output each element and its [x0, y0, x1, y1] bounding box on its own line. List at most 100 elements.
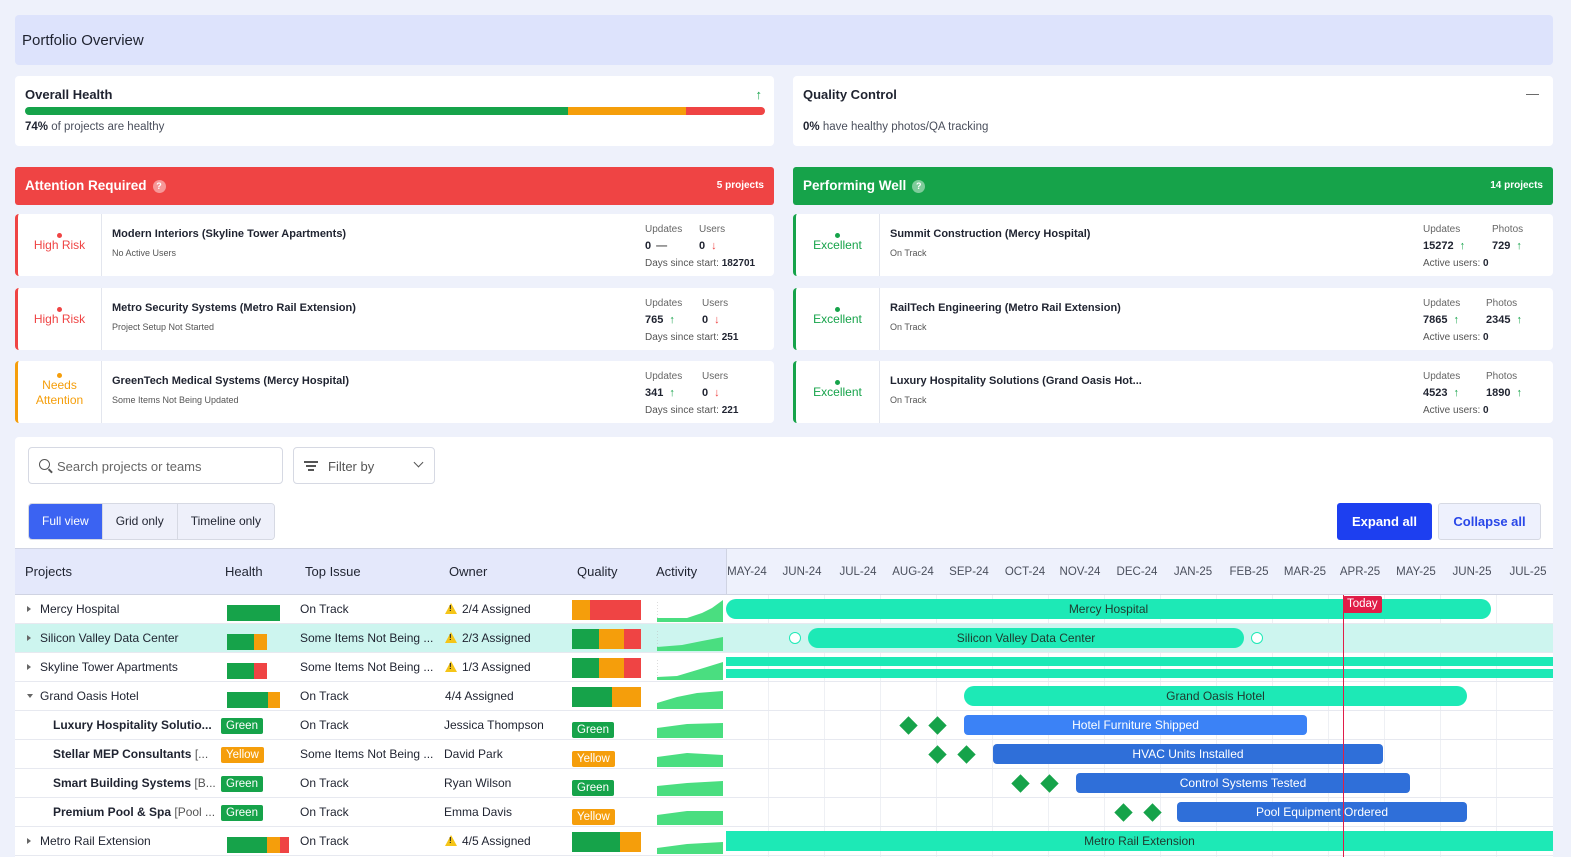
tab-timeline-only[interactable]: Timeline only — [177, 504, 274, 539]
quality-bar — [572, 687, 641, 707]
project-name[interactable]: Luxury Hospitality Solutions (Grand Oasi… — [890, 375, 1142, 387]
expand-toggle-icon[interactable] — [27, 664, 31, 670]
health-badge: Green — [221, 805, 263, 821]
quality-badge: Yellow — [572, 751, 615, 767]
month-label: DEC-24 — [1116, 566, 1158, 578]
timeline-bar[interactable]: Silicon Valley Data Center — [808, 628, 1244, 648]
timeline-bar[interactable]: Control Systems Tested — [1076, 773, 1410, 793]
expand-toggle-icon[interactable] — [27, 606, 31, 612]
status-badge: High Risk — [18, 214, 102, 276]
help-icon[interactable]: ? — [152, 180, 166, 193]
timeline-bar[interactable] — [726, 669, 1553, 678]
milestone-diamond[interactable] — [899, 716, 918, 735]
milestone-diamond[interactable] — [928, 745, 947, 764]
table-row[interactable]: Metro Rail Extension On Track 4/5 Assign… — [15, 827, 1553, 856]
table-row[interactable]: Luxury Hospitality Solutio... Green On T… — [15, 711, 1553, 740]
project-name[interactable]: GreenTech Medical Systems (Mercy Hospita… — [112, 375, 349, 387]
top-issue: Some Items Not Being ... — [300, 747, 434, 761]
attention-card[interactable]: Needs Attention GreenTech Medical System… — [15, 361, 774, 423]
timeline-bar[interactable] — [726, 657, 1553, 666]
month-label: JUL-24 — [839, 566, 877, 578]
expand-toggle-icon[interactable] — [27, 635, 31, 641]
project-name[interactable]: Metro Security Systems (Metro Rail Exten… — [112, 302, 356, 314]
active-users: Active users: 0 — [1423, 332, 1489, 343]
milestone-circle[interactable] — [789, 632, 801, 644]
table-row[interactable]: Premium Pool & Spa [Pool ... Green On Tr… — [15, 798, 1553, 827]
table-row[interactable]: Stellar MEP Consultants [... Yellow Some… — [15, 740, 1553, 769]
help-icon[interactable]: ? — [912, 180, 926, 193]
project-name[interactable]: Skyline Tower Apartments — [40, 660, 178, 674]
month-label: AUG-24 — [892, 566, 934, 578]
collapse-toggle-icon[interactable] — [27, 694, 33, 698]
filter-icon — [304, 461, 318, 471]
milestone-diamond[interactable] — [1040, 774, 1059, 793]
team-name[interactable]: Stellar MEP Consultants [... — [53, 747, 209, 761]
attention-card[interactable]: High Risk Metro Security Systems (Metro … — [15, 288, 774, 350]
column-header-top-issue[interactable]: Top Issue — [305, 564, 361, 579]
performing-card[interactable]: Excellent Luxury Hospitality Solutions (… — [793, 361, 1553, 423]
updates-value: 4523 ↑ — [1423, 387, 1459, 399]
activity-sparkline — [657, 631, 723, 651]
performing-card[interactable]: Excellent Summit Construction (Mercy Hos… — [793, 214, 1553, 276]
activity-sparkline — [657, 660, 723, 680]
table-row[interactable]: Grand Oasis Hotel On Track 4/4 Assigned … — [15, 682, 1553, 711]
arrow-up-icon: ↑ — [669, 387, 675, 399]
project-note: Some Items Not Being Updated — [112, 395, 239, 405]
column-header-quality[interactable]: Quality — [577, 564, 618, 579]
column-header-activity[interactable]: Activity — [656, 564, 698, 579]
timeline-bar[interactable]: Pool Equipment Ordered — [1177, 802, 1467, 822]
project-name[interactable]: RailTech Engineering (Metro Rail Extensi… — [890, 302, 1121, 314]
team-name[interactable]: Luxury Hospitality Solutio... — [53, 718, 212, 732]
project-name[interactable]: Summit Construction (Mercy Hospital) — [890, 228, 1091, 240]
tab-full-view[interactable]: Full view — [29, 504, 103, 539]
updates-value: 0— — [645, 240, 668, 252]
timeline-bar[interactable]: HVAC Units Installed — [993, 744, 1383, 764]
activity-sparkline — [657, 781, 723, 796]
timeline-bar[interactable]: Grand Oasis Hotel — [964, 686, 1467, 706]
photos-value: 1890 ↑ — [1486, 387, 1522, 399]
table-row[interactable]: Silicon Valley Data Center Some Items No… — [15, 624, 1553, 653]
expand-toggle-icon[interactable] — [27, 838, 31, 844]
column-header-health[interactable]: Health — [225, 564, 263, 579]
timeline-bar[interactable]: Mercy Hospital — [726, 599, 1491, 619]
milestone-diamond[interactable] — [1114, 803, 1133, 822]
project-name[interactable]: Metro Rail Extension — [40, 834, 151, 848]
milestone-diamond[interactable] — [1143, 803, 1162, 822]
tab-grid-only[interactable]: Grid only — [102, 504, 178, 539]
project-name[interactable]: Grand Oasis Hotel — [40, 689, 139, 703]
collapse-all-button[interactable]: Collapse all — [1438, 503, 1541, 540]
photos-label: Photos — [1486, 371, 1518, 382]
filter-label: Filter by — [328, 459, 375, 474]
search-input[interactable] — [57, 456, 277, 476]
timeline-bar[interactable]: Metro Rail Extension — [726, 831, 1553, 851]
project-name[interactable]: Mercy Hospital — [40, 602, 120, 616]
table-row[interactable]: Skyline Tower Apartments Some Items Not … — [15, 653, 1553, 682]
milestone-circle[interactable] — [1251, 632, 1263, 644]
milestone-diamond[interactable] — [957, 745, 976, 764]
attention-card[interactable]: High Risk Modern Interiors (Skyline Towe… — [15, 214, 774, 276]
milestone-diamond[interactable] — [1011, 774, 1030, 793]
column-header-owner[interactable]: Owner — [449, 564, 488, 579]
arrow-up-icon: ↑ — [1516, 240, 1522, 252]
status-badge: Needs Attention — [18, 361, 102, 423]
active-users: Active users: 0 — [1423, 258, 1489, 269]
table-row[interactable]: Smart Building Systems [B... Green On Tr… — [15, 769, 1553, 798]
timeline-bar[interactable]: Hotel Furniture Shipped — [964, 715, 1307, 735]
table-row[interactable]: Mercy Hospital On Track 2/4 Assigned Mer… — [15, 595, 1553, 624]
status-dot — [57, 373, 62, 378]
milestone-diamond[interactable] — [928, 716, 947, 735]
performing-well-banner: Performing Well? 14 projects — [793, 167, 1553, 205]
owner: 4/5 Assigned — [445, 834, 531, 848]
month-label: JUN-24 — [782, 566, 822, 578]
project-name[interactable]: Modern Interiors (Skyline Tower Apartmen… — [112, 228, 347, 240]
search-box[interactable] — [28, 447, 283, 484]
updates-value: 765 ↑ — [645, 314, 675, 326]
column-header-projects[interactable]: Projects — [25, 564, 72, 579]
team-name[interactable]: Premium Pool & Spa [Pool ... — [53, 805, 216, 819]
expand-all-button[interactable]: Expand all — [1337, 503, 1432, 540]
filter-dropdown[interactable]: Filter by — [293, 447, 435, 484]
performing-card[interactable]: Excellent RailTech Engineering (Metro Ra… — [793, 288, 1553, 350]
project-name[interactable]: Silicon Valley Data Center — [40, 631, 179, 645]
month-label: JAN-25 — [1173, 566, 1213, 578]
team-name[interactable]: Smart Building Systems [B... — [53, 776, 216, 790]
